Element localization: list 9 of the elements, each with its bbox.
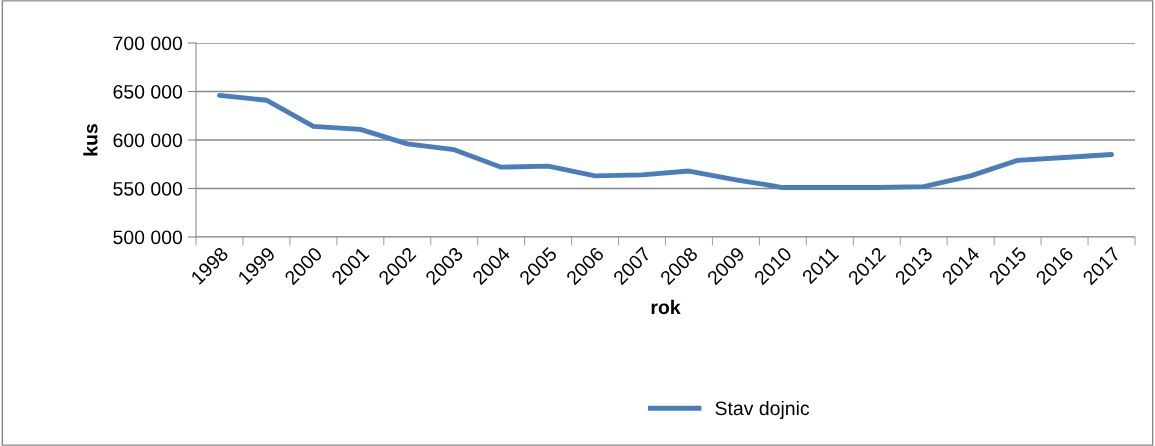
x-axis-title: rok: [651, 299, 681, 315]
y-tick-label: 600 000: [113, 133, 183, 148]
y-tick-label: 500 000: [113, 230, 183, 245]
line-series: [217, 92, 1114, 190]
legend-label: Stav dojnic: [715, 400, 810, 420]
y-tick-label: 550 000: [113, 181, 183, 196]
y-tick-label: 650 000: [113, 84, 183, 99]
y-tick-label: 700 000: [113, 36, 183, 51]
y-axis-title: kus: [83, 124, 98, 156]
